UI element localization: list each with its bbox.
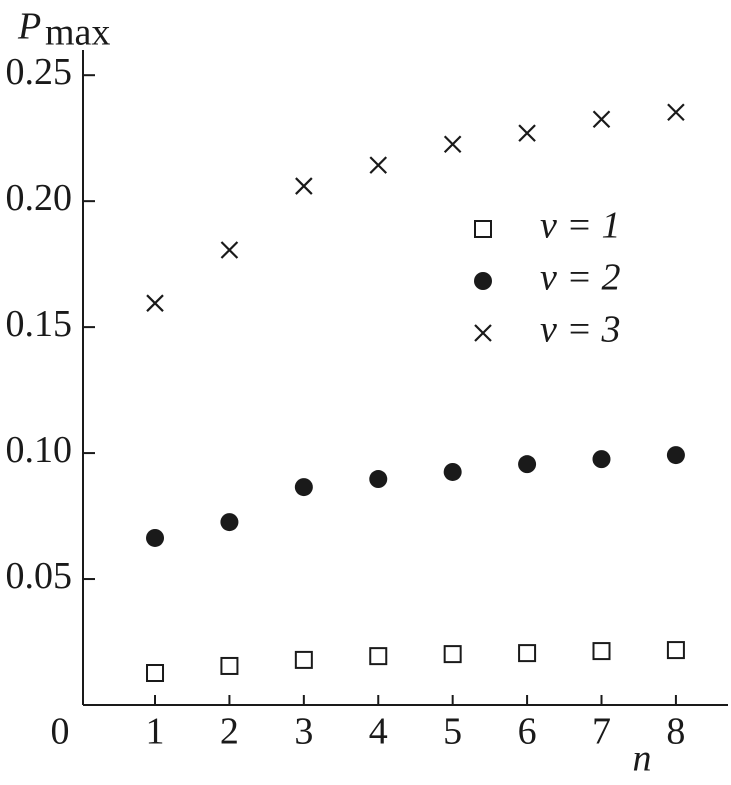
legend-label: v = 1	[540, 205, 621, 247]
legend-marker	[474, 324, 492, 342]
y-tick-label: 0.10	[6, 429, 73, 471]
point	[667, 103, 685, 122]
y-axis-label: P	[17, 6, 41, 48]
point	[220, 513, 239, 532]
legend-marker	[474, 220, 492, 238]
x-axis-label: n	[633, 738, 652, 780]
y-axis-label-sub: max	[45, 12, 110, 54]
point	[666, 641, 685, 660]
legend-label: v = 2	[540, 257, 621, 299]
origin-label: 0	[51, 711, 70, 753]
x-tick-label: 3	[294, 711, 313, 753]
point	[294, 478, 313, 497]
y-tick-label: 0.20	[6, 177, 73, 219]
point	[592, 110, 611, 129]
point	[592, 642, 611, 661]
point	[369, 647, 388, 666]
x-tick-label: 4	[369, 711, 388, 753]
point	[220, 656, 239, 675]
x-tick-label: 1	[146, 711, 165, 753]
point	[443, 645, 462, 664]
point	[443, 135, 462, 153]
x-tick-label: 8	[666, 711, 685, 753]
point	[518, 644, 537, 663]
point	[146, 294, 164, 312]
point	[146, 528, 165, 547]
point	[592, 450, 611, 469]
y-tick-label: 0.05	[6, 555, 73, 597]
point	[369, 470, 388, 489]
legend-label: v = 3	[540, 309, 621, 351]
y-tick-label: 0.15	[6, 303, 73, 345]
y-tick-label: 0.25	[6, 51, 73, 93]
point	[220, 241, 239, 259]
legend-marker	[474, 272, 492, 290]
point	[666, 446, 685, 465]
x-tick-label: 6	[518, 711, 537, 753]
point	[295, 177, 313, 195]
point	[369, 156, 388, 174]
point	[518, 455, 537, 474]
point	[146, 664, 165, 683]
point	[443, 462, 462, 481]
x-tick-label: 7	[592, 711, 611, 753]
x-tick-label: 5	[443, 711, 462, 753]
x-tick-label: 2	[220, 711, 239, 753]
point	[518, 124, 536, 142]
point	[294, 650, 313, 669]
